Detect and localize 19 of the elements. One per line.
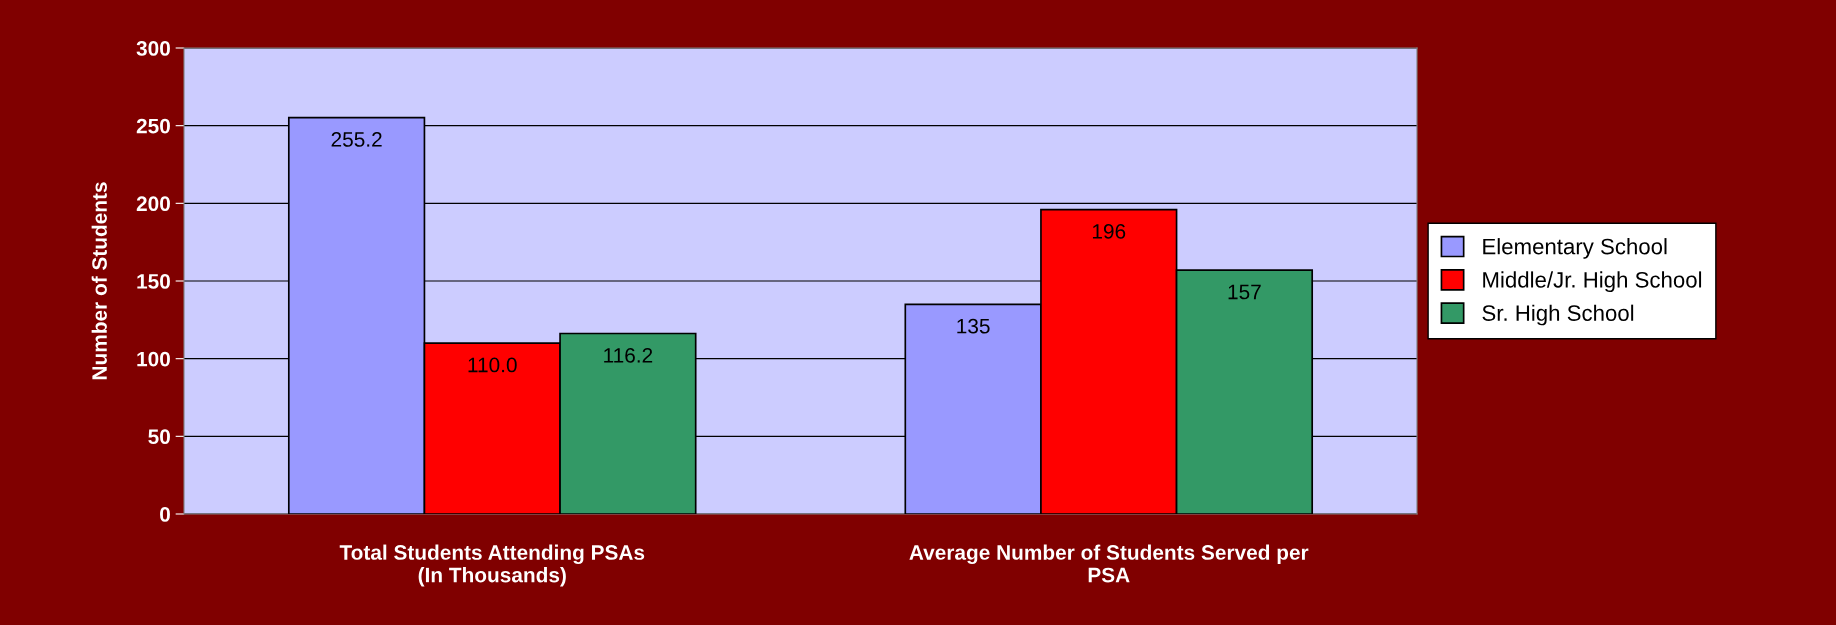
x-tick-label: Total Students Attending PSAs (In Thousands) bbox=[339, 544, 645, 587]
x-tick-label: Average Number of Students Served per PSA bbox=[909, 544, 1309, 583]
y-tick-label: 150 bbox=[137, 274, 170, 289]
y-tick-label: 50 bbox=[148, 429, 170, 445]
data-label: 196 bbox=[1092, 224, 1126, 239]
y-tick-label: 0 bbox=[160, 507, 170, 522]
data-label: 157 bbox=[1228, 284, 1261, 300]
data-label: 110.0 bbox=[468, 357, 517, 373]
data-label: 255.2 bbox=[331, 132, 382, 147]
legend-label: Sr. High School bbox=[1482, 304, 1634, 326]
data-label: 135 bbox=[957, 318, 990, 334]
legend-label: Elementary School bbox=[1483, 238, 1667, 259]
y-tick-label: 250 bbox=[136, 118, 170, 134]
y-tick-label: 200 bbox=[136, 196, 170, 212]
legend-label: Middle/Jr. High School bbox=[1483, 271, 1702, 293]
data-label: 116.2 bbox=[604, 347, 653, 363]
y-axis-title: Number of Students bbox=[91, 182, 107, 380]
y-tick-label: 100 bbox=[137, 351, 170, 367]
y-tick-label: 300 bbox=[136, 41, 170, 56]
